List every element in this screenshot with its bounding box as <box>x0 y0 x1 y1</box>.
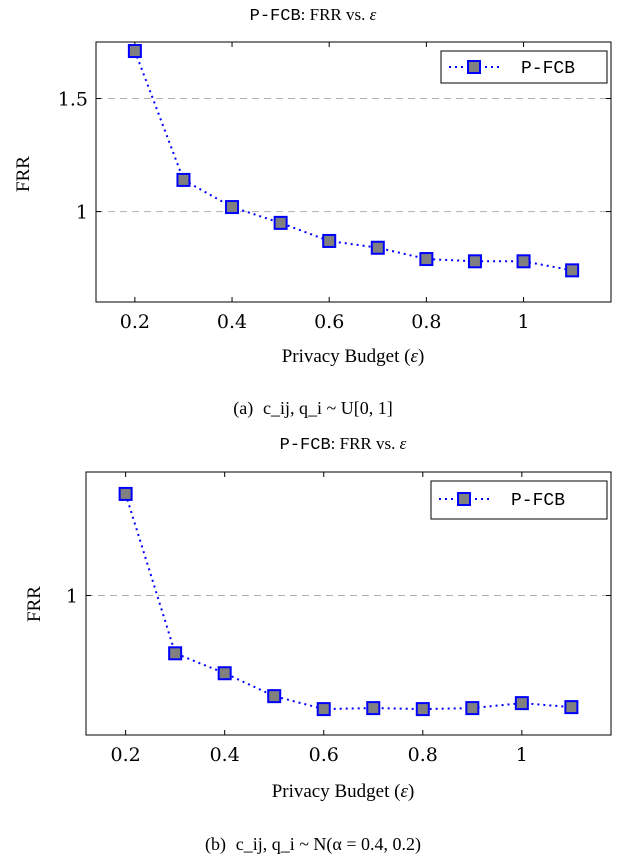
data-point <box>564 700 579 715</box>
x-tick-label: 0.2 <box>120 311 150 333</box>
legend: P-FCB <box>440 50 608 84</box>
legend-label: P-FCB <box>521 59 575 79</box>
y-axis-ticks: 11.5 <box>58 89 611 224</box>
caption-a: (a) c_ij, q_i ~ U[0, 1] <box>233 398 392 419</box>
x-axis-label: Privacy Budget (ε) <box>282 346 425 367</box>
data-point <box>316 702 331 717</box>
chart-title: P-FCB: FRR vs. ε <box>250 5 377 26</box>
data-point <box>419 252 434 267</box>
data-point <box>168 646 183 661</box>
data-point <box>565 263 580 278</box>
chart-panel-a: P-FCB: FRR vs. ε 11.5 0.2 0.4 0.6 0.8 1 P-FC… <box>13 5 612 419</box>
data-point <box>514 696 529 711</box>
series-p-fcb <box>127 44 580 278</box>
legend-label: P-FCB <box>511 491 565 511</box>
data-point <box>366 701 381 716</box>
x-tick-label: 1 <box>516 744 528 766</box>
data-point <box>516 254 531 269</box>
data-point <box>467 254 482 269</box>
caption-b: (b) c_ij, q_i ~ N(α = 0.4, 0.2) <box>205 834 421 855</box>
series-p-fcb <box>118 486 579 717</box>
data-point <box>370 240 385 255</box>
x-tick-label: 0.2 <box>111 744 141 766</box>
y-axis-ticks: 1 <box>66 586 611 608</box>
data-point <box>225 200 240 215</box>
x-tick-label: 0.8 <box>408 744 438 766</box>
x-tick-label: 0.4 <box>217 311 247 333</box>
x-axis-label: Privacy Budget (ε) <box>272 781 415 802</box>
legend-marker <box>467 60 481 74</box>
x-tick-label: 0.4 <box>210 744 240 766</box>
y-axis-label: FRR <box>24 586 45 622</box>
y-tick-label: 1 <box>66 586 78 608</box>
grid-lines <box>96 98 611 213</box>
legend-marker <box>457 492 471 506</box>
data-point <box>127 44 142 59</box>
data-point <box>465 701 480 716</box>
x-tick-label: 1 <box>518 311 530 333</box>
x-tick-label: 0.6 <box>314 311 344 333</box>
x-axis-ticks: 0.2 0.4 0.6 0.8 1 <box>120 42 530 333</box>
data-point <box>267 689 282 704</box>
data-point <box>322 233 337 248</box>
y-tick-label: 1.5 <box>58 89 88 111</box>
data-point <box>118 486 133 501</box>
x-tick-label: 0.8 <box>411 311 441 333</box>
plot-frame <box>95 41 612 303</box>
plot-frame <box>85 471 612 736</box>
chart-title: P-FCB: FRR vs. ε <box>280 434 407 455</box>
series-line <box>133 50 573 272</box>
chart-panel-b: P-FCB: FRR vs. ε 1 0.2 0.4 0.6 0.8 1 P-FCB F… <box>24 434 612 855</box>
series-line <box>124 493 572 711</box>
data-point <box>217 666 232 681</box>
y-axis-label: FRR <box>13 156 34 192</box>
data-point <box>273 215 288 230</box>
data-point <box>176 172 191 187</box>
legend: P-FCB <box>430 480 608 520</box>
x-axis-ticks: 0.2 0.4 0.6 0.8 1 <box>111 472 528 766</box>
x-tick-label: 0.6 <box>309 744 339 766</box>
y-tick-label: 1 <box>76 202 88 224</box>
data-point <box>415 702 430 717</box>
